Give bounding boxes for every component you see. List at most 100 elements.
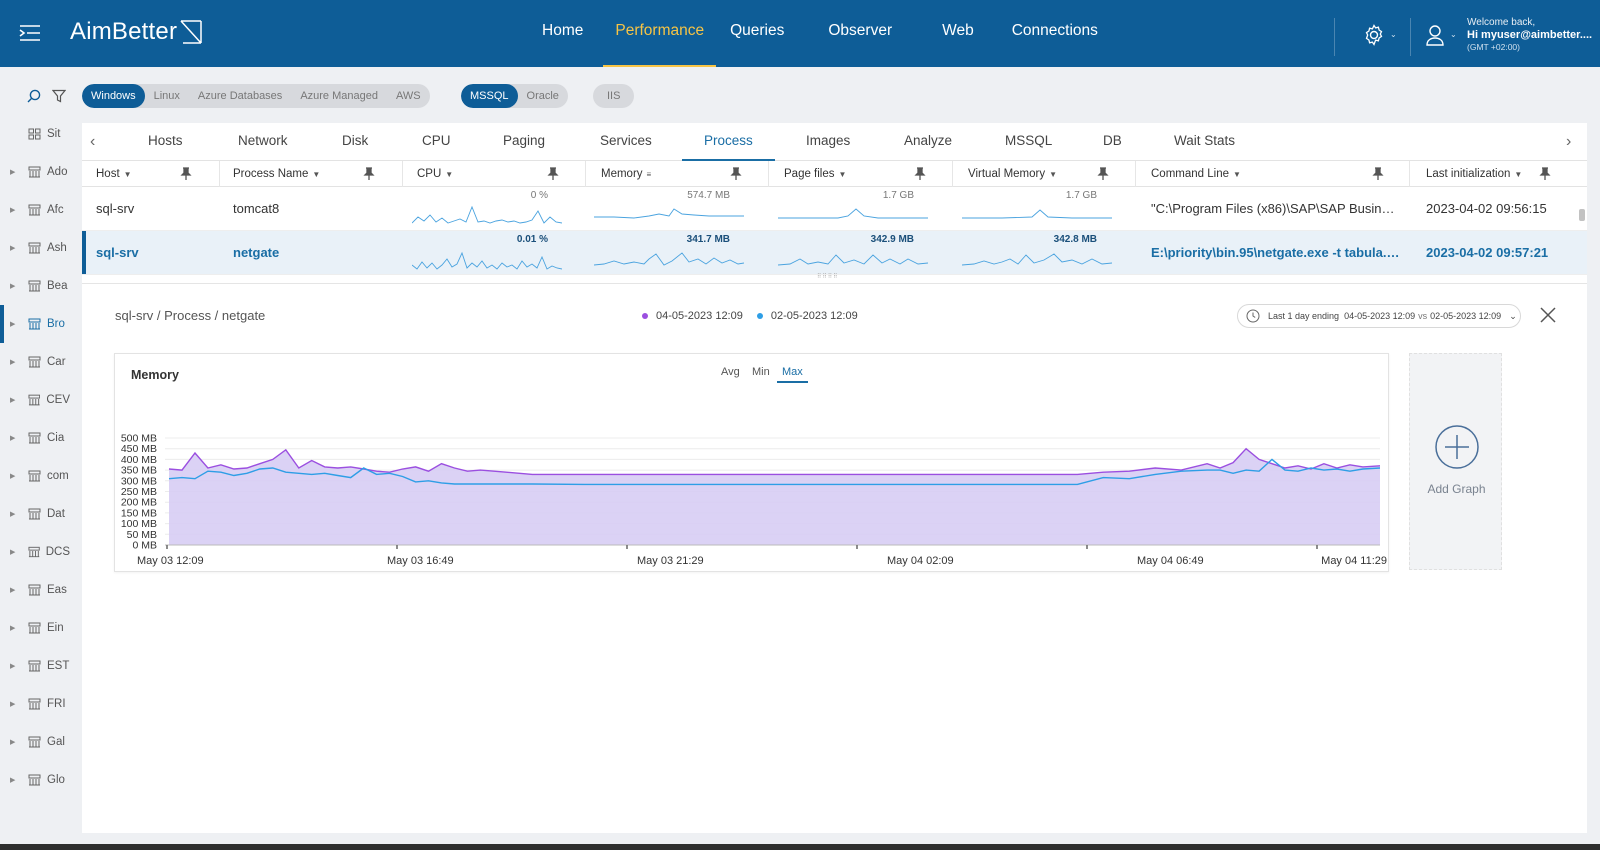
sidebar-item[interactable]: ▶ com [0, 457, 70, 495]
expand-arrow-icon[interactable]: ▶ [10, 587, 16, 594]
filter-icon[interactable] [52, 89, 66, 103]
search-icon[interactable] [27, 89, 41, 103]
tab-db[interactable]: DB [1103, 133, 1122, 148]
table-row[interactable]: sql-srv tomcat8 0 % 574.7 MB 1.7 GB 1.7 … [82, 187, 1587, 231]
agg-avg[interactable]: Avg [721, 366, 740, 378]
nav-connections[interactable]: Connections [1011, 22, 1098, 39]
col-virtual-memory[interactable]: Virtual Memory ▼ [968, 161, 1057, 187]
expand-arrow-icon[interactable]: ▶ [10, 169, 16, 176]
settings-gear-icon[interactable] [1362, 23, 1386, 47]
sidebar-item[interactable]: ▶ CEV [0, 381, 70, 419]
nav-web[interactable]: Web [942, 22, 974, 39]
expand-arrow-icon[interactable]: ▶ [10, 283, 16, 290]
nav-performance[interactable]: Performance [603, 0, 716, 67]
filter-linux[interactable]: Linux [153, 90, 180, 102]
expand-arrow-icon[interactable]: ▶ [10, 549, 16, 556]
expand-arrow-icon[interactable]: ▶ [10, 359, 16, 366]
server-group-icon [28, 242, 41, 254]
pin-icon[interactable] [1539, 167, 1551, 181]
tab-images[interactable]: Images [806, 133, 851, 148]
pin-icon[interactable] [547, 167, 559, 181]
tab-cpu[interactable]: CPU [422, 133, 451, 148]
tab-disk[interactable]: Disk [342, 133, 369, 148]
time-range-selector[interactable]: Last 1 day ending 04-05-2023 12:09 vs 02… [1237, 304, 1521, 328]
expand-arrow-icon[interactable]: ▶ [10, 511, 16, 518]
sidebar-item[interactable]: ▶ Bea [0, 267, 70, 305]
pin-icon[interactable] [1097, 167, 1109, 181]
expand-arrow-icon[interactable]: ▶ [10, 207, 16, 214]
pin-icon[interactable] [363, 167, 375, 181]
sidebar-item[interactable]: ▶ DCS [0, 533, 70, 571]
user-avatar-icon[interactable] [1425, 24, 1445, 46]
tab-analyze[interactable]: Analyze [904, 133, 953, 148]
sidebar-item[interactable]: ▶ EST [0, 647, 70, 685]
col-command-line[interactable]: Command Line ▼ [1151, 161, 1241, 187]
filter-iis[interactable]: IIS [607, 90, 621, 102]
tab-paging[interactable]: Paging [503, 133, 546, 148]
sidebar-item[interactable]: ▶ Afc [0, 191, 70, 229]
add-graph-button[interactable]: Add Graph [1409, 353, 1502, 570]
sidebar-item[interactable]: Sit [0, 115, 70, 153]
settings-chevron-down-icon[interactable]: ⌄ [1390, 30, 1397, 39]
sidebar-item[interactable]: ▶ Eas [0, 571, 70, 609]
close-icon[interactable] [1539, 306, 1557, 324]
sidebar-item[interactable]: ▶ Gal [0, 723, 70, 761]
sidebar-item[interactable]: ▶ Ein [0, 609, 70, 647]
sidebar-item[interactable]: ▶ Bro [0, 305, 70, 343]
expand-arrow-icon[interactable]: ▶ [10, 321, 16, 328]
sidebar-item[interactable]: ▶ Ash [0, 229, 70, 267]
col-memory[interactable]: Memory ≡ [601, 161, 651, 187]
expand-arrow-icon[interactable]: ▶ [10, 663, 16, 670]
pin-icon[interactable] [914, 167, 926, 181]
agg-max[interactable]: Max [777, 366, 808, 383]
agg-min[interactable]: Min [752, 366, 770, 378]
filter-azure-databases[interactable]: Azure Databases [197, 90, 283, 102]
app-logo[interactable]: AimBetter [70, 18, 203, 46]
expand-arrow-icon[interactable]: ▶ [10, 245, 16, 252]
expand-arrow-icon[interactable]: ▶ [10, 777, 16, 784]
expand-arrow-icon[interactable]: ▶ [10, 701, 16, 708]
tab-services[interactable]: Services [600, 133, 652, 148]
nav-home[interactable]: Home [542, 22, 584, 39]
pin-icon[interactable] [1372, 167, 1384, 181]
expand-arrow-icon[interactable]: ▶ [10, 739, 16, 746]
nav-queries[interactable]: Queries [730, 22, 785, 39]
filter-windows[interactable]: Windows [82, 84, 145, 108]
sidebar-item[interactable]: ▶ FRI [0, 685, 70, 723]
nav-observer[interactable]: Observer [828, 22, 893, 39]
tab-mssql[interactable]: MSSQL [1005, 133, 1053, 148]
resize-handle[interactable]: ⠿⠿⠿⠿ [817, 274, 839, 280]
sidebar-item[interactable]: ▶ Cia [0, 419, 70, 457]
expand-arrow-icon[interactable]: ▶ [10, 397, 16, 404]
user-welcome[interactable]: Welcome back, Hi myuser@aimbetter.... (G… [1467, 17, 1592, 53]
filter-aws[interactable]: AWS [395, 90, 421, 102]
sidebar-item[interactable]: ▶ Car [0, 343, 70, 381]
col-cpu[interactable]: CPU ▼ [417, 161, 453, 187]
filter-azure-managed[interactable]: Azure Managed [300, 90, 378, 102]
sidebar-item[interactable]: ▶ Ado [0, 153, 70, 191]
table-row-selected[interactable]: sql-srv netgate 0.01 % 341.7 MB 342.9 MB… [82, 231, 1587, 275]
tab-network[interactable]: Network [238, 133, 288, 148]
tab-hosts[interactable]: Hosts [148, 133, 183, 148]
tab-wait-stats[interactable]: Wait Stats [1174, 133, 1236, 148]
table-scrollbar[interactable] [1579, 209, 1585, 221]
expand-arrow-icon[interactable]: ▶ [10, 435, 16, 442]
expand-arrow-icon[interactable]: ▶ [10, 473, 16, 480]
pin-icon[interactable] [180, 167, 192, 181]
pin-icon[interactable] [730, 167, 742, 181]
tabs-scroll-right-icon[interactable]: › [1566, 133, 1572, 150]
expand-arrow-icon[interactable]: ▶ [10, 625, 16, 632]
user-chevron-down-icon[interactable]: ⌄ [1450, 30, 1457, 39]
col-last-initialization[interactable]: Last initialization ▼ [1426, 161, 1522, 187]
sidebar-item[interactable]: ▶ Glo [0, 761, 70, 799]
filter-oracle[interactable]: Oracle [526, 90, 559, 102]
menu-toggle-icon[interactable] [18, 22, 42, 44]
col-page-files[interactable]: Page files ▼ [784, 161, 846, 187]
col-process-name[interactable]: Process Name ▼ [233, 161, 320, 187]
tabs-scroll-left-icon[interactable]: ‹ [90, 133, 96, 150]
filter-mssql[interactable]: MSSQL [461, 84, 518, 108]
col-host[interactable]: Host ▼ [96, 161, 132, 187]
tab-process[interactable]: Process [682, 123, 775, 161]
sidebar-item[interactable]: ▶ Dat [0, 495, 70, 533]
